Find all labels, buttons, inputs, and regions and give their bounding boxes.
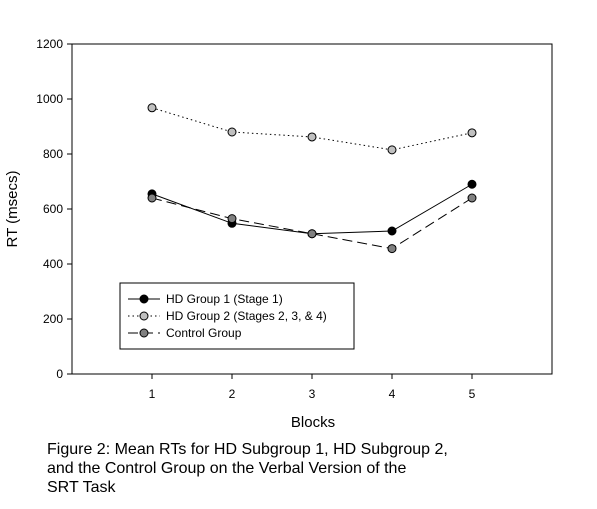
figure-caption: Figure 2: Mean RTs for HD Subgroup 1, HD…	[47, 441, 448, 496]
legend-label: HD Group 1 (Stage 1)	[166, 292, 283, 306]
data-point	[227, 127, 237, 137]
legend-marker	[139, 311, 149, 321]
data-point	[227, 214, 237, 224]
legend-box	[119, 282, 355, 350]
y-tick-label: 0	[56, 367, 63, 381]
y-tick-label: 600	[43, 202, 63, 216]
data-point	[387, 226, 397, 236]
series-line	[151, 107, 473, 151]
series-line	[151, 197, 473, 250]
series-2	[147, 103, 477, 155]
data-point	[467, 193, 477, 203]
chart-series	[147, 103, 477, 254]
x-tick-label: 1	[149, 387, 156, 401]
series-1	[147, 179, 477, 239]
data-point	[387, 145, 397, 155]
legend-label: Control Group	[166, 326, 242, 340]
y-tick-label: 200	[43, 312, 63, 326]
x-tick-label: 4	[389, 387, 396, 401]
data-point	[467, 179, 477, 189]
data-point	[307, 229, 317, 239]
series-line	[151, 183, 473, 235]
x-axis-label: Blocks	[291, 414, 335, 431]
chart-legend: HD Group 1 (Stage 1) HD Group 2 (Stages 2…	[119, 282, 355, 350]
y-axis-label: RT (msecs)	[4, 171, 21, 248]
y-tick-label: 400	[43, 257, 63, 271]
legend-marker	[139, 294, 149, 304]
legend-item: Control Group	[128, 326, 242, 340]
legend-label: HD Group 2 (Stages 2, 3, & 4)	[166, 309, 327, 323]
series-3	[147, 193, 477, 254]
legend-marker	[139, 328, 149, 338]
legend-item: HD Group 2 (Stages 2, 3, & 4)	[128, 309, 327, 323]
data-point	[387, 244, 397, 254]
y-tick-label: 1200	[36, 37, 63, 51]
data-point	[147, 103, 157, 113]
legend-item: HD Group 1 (Stage 1)	[128, 292, 283, 306]
x-tick-label: 5	[469, 387, 476, 401]
data-point	[147, 193, 157, 203]
data-point	[307, 132, 317, 142]
data-point	[467, 128, 477, 138]
y-tick-label: 800	[43, 147, 63, 161]
x-tick-label: 3	[309, 387, 316, 401]
line-chart: 0 200 400 600 800 1000 1200 1 2 3 4 5 HD Group 1 (S…	[4, 37, 553, 431]
y-tick-label: 1000	[36, 92, 63, 106]
x-tick-label: 2	[229, 387, 236, 401]
chart-axes: 0 200 400 600 800 1000 1200 1 2 3 4 5	[36, 37, 553, 401]
